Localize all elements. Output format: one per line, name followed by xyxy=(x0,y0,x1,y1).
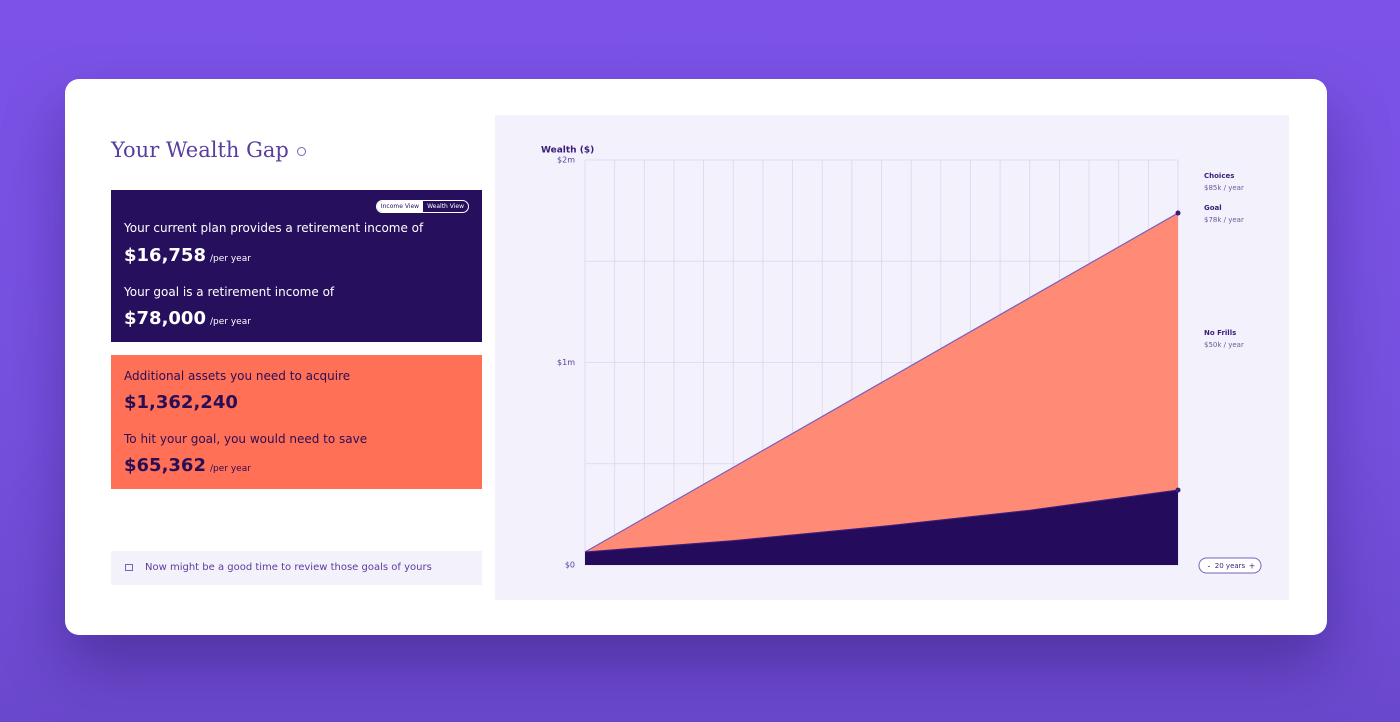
gap-card: Additional assets you need to acquire $1… xyxy=(111,355,482,489)
y-tick-label: $1m xyxy=(557,358,575,367)
amount: $78,000/per year xyxy=(124,308,251,329)
horizon-minus[interactable]: - xyxy=(1208,562,1211,571)
horizon-control xyxy=(1198,557,1262,574)
annotation-name: Choices xyxy=(1204,172,1234,180)
line xyxy=(584,212,1179,553)
end-point xyxy=(1175,210,1181,216)
view-toggle: Income View Wealth View xyxy=(375,200,469,213)
label: Your current plan provides a retirement … xyxy=(124,221,424,235)
chart-panel: Wealth ($) - 20 years + $0 $1m $2m Choices $… xyxy=(495,115,1289,600)
chart: Wealth ($) - 20 years + $0 $1m $2m Choices $… xyxy=(541,146,1262,574)
line xyxy=(584,489,1179,553)
toggle-option[interactable]: Wealth View xyxy=(427,203,464,210)
area xyxy=(585,213,1178,565)
amount: $16,758/per year xyxy=(124,245,251,266)
info-icon[interactable] xyxy=(296,147,306,156)
horizon-plus[interactable]: + xyxy=(1249,562,1256,571)
unit: /per year xyxy=(209,317,251,327)
y-tick-label: $0 xyxy=(565,561,575,570)
annotation-name: No Frills xyxy=(1204,329,1236,337)
unit: /per year xyxy=(209,464,251,474)
tip-text: Now might be a good time to review those… xyxy=(145,562,432,573)
tip: Now might be a good time to review those… xyxy=(111,551,482,585)
label: Your goal is a retirement income of xyxy=(124,285,335,299)
value: $65,362 xyxy=(124,455,206,476)
plan-card: Income View Wealth View Your current pla… xyxy=(111,190,482,342)
value: $78,000 xyxy=(124,308,206,329)
end-point xyxy=(1175,487,1181,493)
title: Your Wealth Gap xyxy=(111,138,306,162)
amount: $65,362/per year xyxy=(124,455,251,476)
annotation-text: $85k / year xyxy=(1204,184,1244,192)
label: Additional assets you need to acquire xyxy=(124,369,351,383)
annotation-name: Goal xyxy=(1204,204,1222,212)
toggle-option[interactable]: Income View xyxy=(376,201,424,212)
value: $16,758 xyxy=(124,245,206,266)
area xyxy=(585,490,1178,565)
title-text: Your Wealth Gap xyxy=(111,138,289,162)
tip-icon xyxy=(125,563,133,571)
y-axis-label: Wealth ($) xyxy=(541,146,594,156)
annotation-text: $78k / year xyxy=(1204,216,1244,224)
y-tick-label: $2m xyxy=(557,156,575,165)
annotation-text: $50k / year xyxy=(1204,341,1244,349)
unit: /per year xyxy=(209,254,251,264)
horizon-label: 20 years xyxy=(1215,562,1246,570)
value: $1,362,240 xyxy=(124,392,238,413)
label: To hit your goal, you would need to save xyxy=(124,432,368,446)
